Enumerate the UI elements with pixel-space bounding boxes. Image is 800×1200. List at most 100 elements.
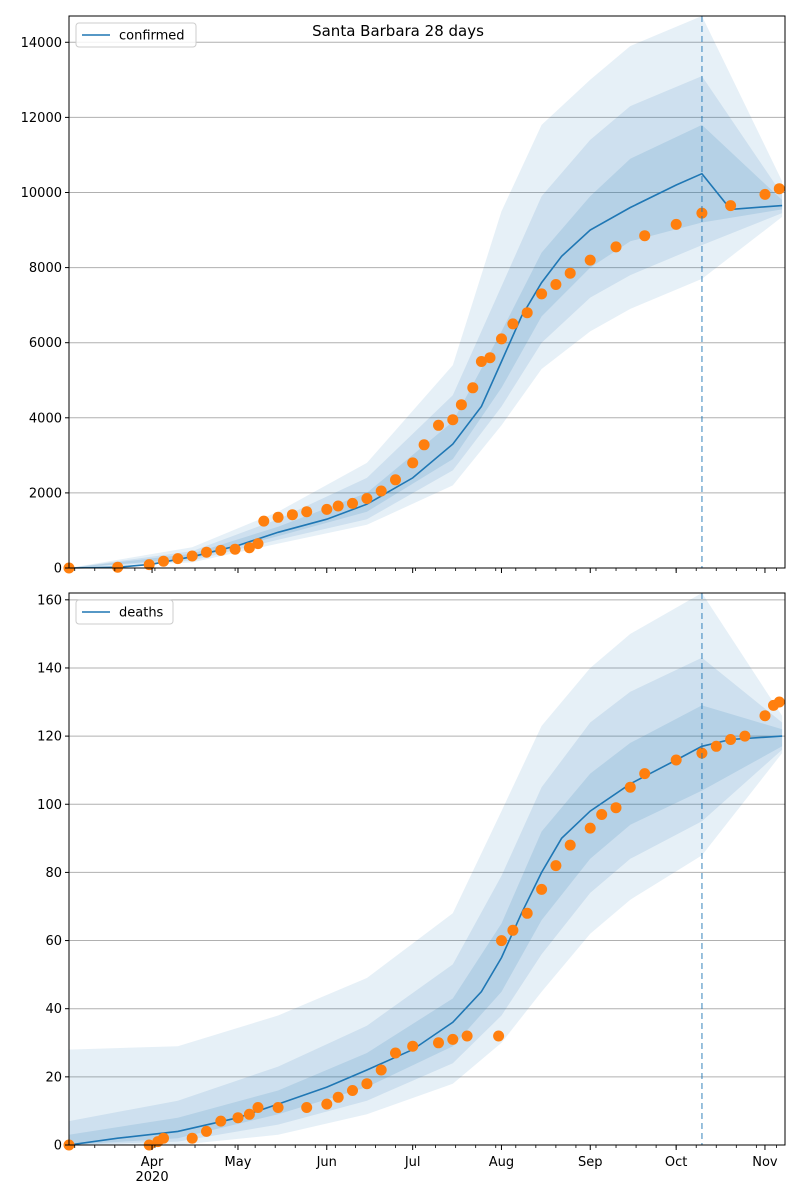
band-mid-uncertainty [69, 76, 783, 568]
observed-point [759, 710, 771, 722]
observed-point [112, 561, 124, 573]
observed-point [461, 1030, 473, 1042]
legend: confirmed [75, 22, 197, 48]
observed-point [347, 497, 358, 509]
x-tick-label: Aug [489, 1155, 514, 1170]
observed-point [759, 188, 771, 200]
legend-box [75, 599, 174, 625]
observed-point [172, 553, 184, 565]
confirmed-chart-panel: Santa Barbara 28 days 0 2000 4000 6000 8000 1… [21, 15, 786, 577]
band-outer-uncertainty [69, 593, 783, 1145]
observed-point [739, 730, 751, 742]
x-tick-label: Oct [665, 1155, 687, 1170]
observed-point [243, 542, 255, 554]
observed-point [564, 839, 576, 851]
y-tick-label: 160 [37, 593, 62, 608]
y-tick-label: 2000 [29, 486, 62, 501]
observed-point [496, 935, 507, 947]
y-tick-label: 14000 [21, 36, 62, 51]
y-tick-label: 12000 [21, 111, 62, 126]
observed-point [158, 1132, 169, 1144]
legend-label: deaths [119, 606, 164, 621]
band-inner-uncertainty [69, 124, 783, 569]
observed-point [186, 1132, 198, 1144]
observed-point [725, 734, 737, 745]
observed-point [564, 267, 576, 279]
observed-point [496, 333, 507, 345]
observed-point [243, 1108, 255, 1120]
observed-point [286, 509, 298, 521]
observed-point [232, 1112, 244, 1124]
band-mid-uncertainty [69, 657, 783, 1145]
observed-point [321, 1098, 333, 1110]
observed-point [321, 503, 333, 515]
observed-point [433, 419, 444, 431]
observed-point [201, 546, 212, 558]
observed-point [670, 218, 682, 230]
x-tick-label: Nov [752, 1155, 778, 1170]
observed-point [670, 754, 682, 766]
observed-point [550, 860, 562, 872]
axes-frame [68, 592, 786, 1146]
observed-point [536, 883, 548, 895]
observed-point [475, 356, 487, 367]
observed-point [596, 809, 608, 820]
observed-point [467, 382, 479, 394]
observed-point [639, 230, 651, 242]
observed-point [610, 241, 622, 253]
observed-point [143, 559, 155, 571]
y-tick-label: 4000 [29, 411, 62, 426]
y-tick-label: 8000 [29, 261, 62, 276]
observed-point [258, 515, 270, 527]
y-tick-label: 100 [37, 798, 62, 813]
observed-point [493, 1030, 505, 1042]
legend: deaths [75, 599, 174, 625]
y-tick-label: 120 [37, 730, 62, 745]
observed-point [186, 550, 198, 562]
observed-point [390, 474, 401, 486]
y-tick-label: 60 [45, 934, 62, 949]
observed-point [639, 768, 651, 780]
observed-point [507, 318, 519, 330]
observed-point [447, 414, 459, 426]
observed-point [484, 352, 496, 364]
y-tick-label: 80 [45, 866, 62, 881]
y-tick-label: 140 [37, 661, 62, 676]
axes-frame [68, 15, 786, 569]
observed-point [301, 506, 313, 518]
legend-label: confirmed [119, 29, 185, 44]
observed-point [375, 485, 387, 497]
y-tick-label: 20 [45, 1070, 62, 1085]
y-tick-label: 0 [54, 1139, 62, 1154]
x-tick-label: Jun [316, 1155, 337, 1170]
observed-point [252, 538, 264, 550]
observed-point [361, 1078, 373, 1090]
observed-point [550, 279, 562, 290]
chart-title: Santa Barbara 28 days [312, 22, 484, 40]
observed-point [507, 924, 519, 936]
observed-point [347, 1085, 358, 1096]
y-tick-label: 0 [54, 562, 62, 577]
observed-point [375, 1064, 387, 1076]
observed-point [710, 740, 722, 752]
observed-point [332, 1091, 344, 1103]
observed-point [447, 1033, 459, 1045]
observed-point [773, 183, 785, 195]
observed-point [696, 207, 708, 219]
observed-point [332, 500, 344, 512]
observed-point [536, 288, 548, 300]
observed-point [455, 399, 467, 411]
observed-point [201, 1125, 212, 1137]
observed-point [272, 1102, 284, 1113]
observed-point [433, 1037, 444, 1049]
observed-point [272, 511, 284, 523]
observed-point [725, 200, 737, 212]
median-series-line [68, 172, 783, 569]
observed-point [773, 696, 785, 708]
observed-point [584, 822, 596, 834]
x-tick-label: Sep [578, 1155, 603, 1170]
observed-point [624, 781, 636, 793]
observed-point [158, 555, 169, 567]
